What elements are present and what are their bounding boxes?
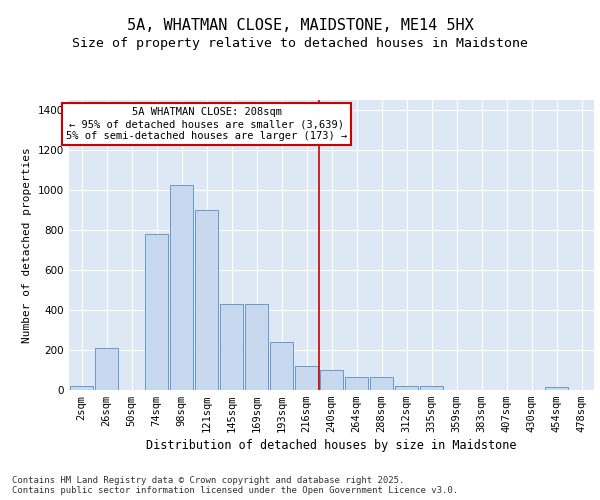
Y-axis label: Number of detached properties: Number of detached properties [22,147,32,343]
Bar [395,386,418,390]
X-axis label: Distribution of detached houses by size in Maidstone: Distribution of detached houses by size … [146,440,517,452]
Bar [220,304,244,390]
Text: Contains HM Land Registry data © Crown copyright and database right 2025.
Contai: Contains HM Land Registry data © Crown c… [12,476,458,495]
Bar [170,185,193,390]
Text: 5A, WHATMAN CLOSE, MAIDSTONE, ME14 5HX: 5A, WHATMAN CLOSE, MAIDSTONE, ME14 5HX [127,18,473,32]
Text: Size of property relative to detached houses in Maidstone: Size of property relative to detached ho… [72,38,528,51]
Bar [320,370,343,390]
Bar [545,387,568,390]
Text: 5A WHATMAN CLOSE: 208sqm
← 95% of detached houses are smaller (3,639)
5% of semi: 5A WHATMAN CLOSE: 208sqm ← 95% of detach… [66,108,347,140]
Bar [295,366,319,390]
Bar [370,377,394,390]
Bar [344,377,368,390]
Bar [70,386,94,390]
Bar [194,210,218,390]
Bar [95,348,118,390]
Bar [145,234,169,390]
Bar [269,342,293,390]
Bar [245,304,268,390]
Bar [419,386,443,390]
